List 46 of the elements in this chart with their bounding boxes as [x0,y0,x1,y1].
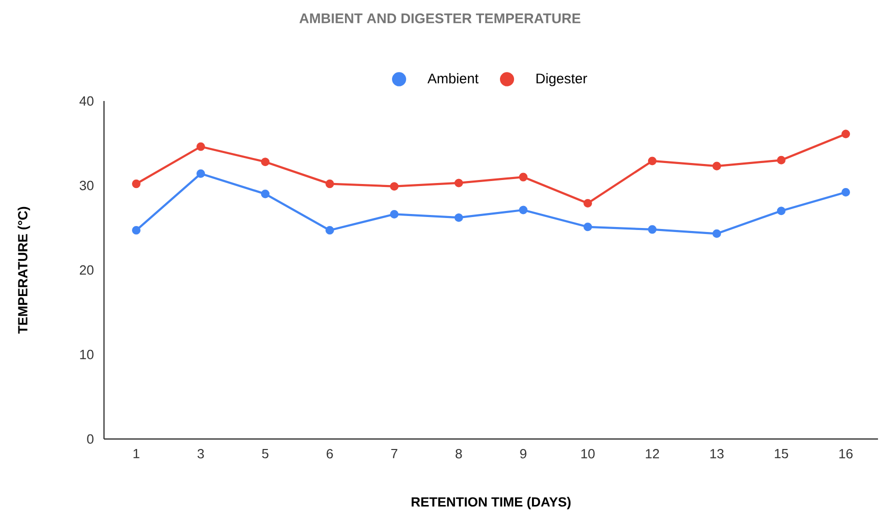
point [260,190,270,198]
x-tick-label: 16 [839,449,853,458]
x-tick-label: 9 [520,449,526,458]
point [518,172,528,182]
x-tick-label: 10 [581,449,595,458]
y-axis-title: TEMPERATURE (°C) [18,206,30,334]
x-tick-label: 15 [774,449,788,458]
point [132,180,141,188]
x-tick-label: 8 [456,449,462,458]
point [648,225,657,234]
point [390,210,399,218]
y-tick-label: 10 [80,350,94,360]
point [776,156,786,164]
legend-label: Digester [536,73,588,86]
y-tick-label: 40 [80,96,94,106]
x-tick-label: 1 [134,449,140,458]
chart-title: AMBIENT AND DIGESTER TEMPERATURE [299,13,580,24]
x-axis-title: RETENTION TIME (DAYS) [412,496,571,510]
point [196,169,206,178]
point [583,198,592,208]
point [260,158,270,166]
point [325,180,334,188]
point [196,142,206,151]
point [841,188,850,197]
legend-label: Ambient [427,73,479,84]
y-tick-label: 0 [87,434,94,444]
y-tick-label: 30 [80,180,94,190]
point [776,206,786,216]
point [712,162,722,170]
x-tick-label: 6 [326,449,333,458]
point [648,156,657,166]
point [712,229,722,238]
x-tick-label: 5 [262,449,268,458]
point [390,182,399,191]
point [132,226,141,235]
point [841,130,850,138]
point [518,206,528,214]
point [454,213,464,222]
x-tick-label: 13 [710,449,724,458]
x-tick-label: 12 [646,449,659,458]
x-tick-label: 7 [391,449,398,458]
x-tick-label: 3 [198,449,204,458]
point [325,226,334,235]
point [454,178,464,188]
point [583,222,592,232]
y-tick-label: 20 [80,265,94,275]
